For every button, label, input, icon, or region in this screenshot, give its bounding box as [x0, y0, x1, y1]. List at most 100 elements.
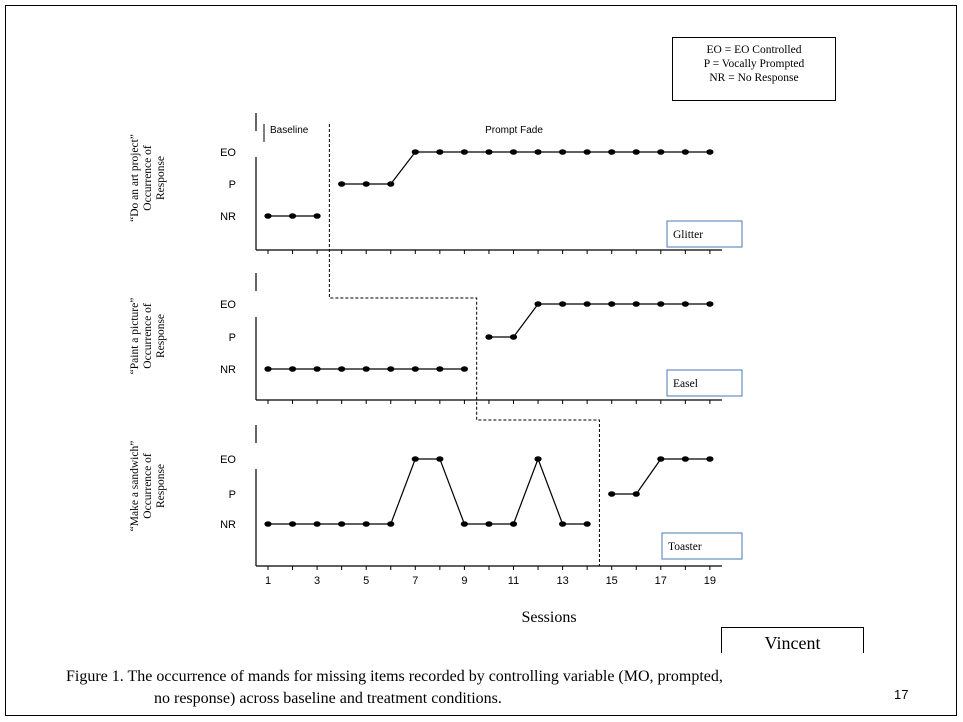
data-point	[460, 521, 468, 527]
legend-line-p: P = Vocally Prompted	[703, 58, 805, 70]
participant-label: Vincent	[721, 627, 864, 653]
caption-line-2: no response) across baseline and treatme…	[154, 690, 502, 707]
item-label: Glitter	[673, 229, 703, 241]
y-tick-label-eo: EO	[220, 299, 236, 311]
data-line-baseline	[268, 457, 588, 525]
data-point	[657, 301, 665, 307]
item-label-box	[666, 220, 743, 248]
y-tick-label-p: P	[229, 332, 236, 344]
y-axis-label-line: “Do an art project”	[129, 134, 141, 222]
y-axis-label-line: Response	[155, 464, 167, 508]
data-point	[362, 366, 370, 372]
page-number: 17	[894, 687, 909, 702]
data-point	[657, 149, 665, 155]
y-axis-label: “Paint a picture”Occurrence ofResponse	[129, 298, 167, 375]
data-point	[485, 521, 493, 527]
y-tick-label-eo: EO	[220, 454, 236, 466]
data-point	[264, 521, 272, 527]
data-point	[534, 456, 542, 462]
item-label-box	[661, 532, 743, 560]
data-line-prompt-fade	[341, 151, 710, 185]
phase-label-treatment: Prompt Fade	[485, 125, 543, 136]
data-point	[264, 366, 272, 372]
data-point	[436, 366, 444, 372]
x-tick-label: 7	[412, 575, 418, 587]
x-tick-label: 1	[265, 575, 271, 587]
y-tick-label-nr: NR	[220, 519, 236, 531]
legend: EO = EO Controlled P = Vocally Prompted …	[672, 37, 836, 101]
y-axis-label-line: Occurrence of	[142, 145, 154, 211]
y-axis-label-line: “Paint a picture”	[129, 298, 141, 375]
data-point	[583, 521, 591, 527]
data-point	[534, 301, 542, 307]
data-point	[338, 181, 346, 187]
data-point	[509, 149, 518, 155]
data-point	[411, 366, 419, 372]
data-point	[632, 491, 640, 497]
data-point	[288, 366, 297, 372]
y-axis-label: “Do an art project”Occurrence ofResponse	[129, 134, 167, 222]
y-tick-label-p: P	[229, 179, 236, 191]
x-tick-label: 13	[556, 575, 568, 587]
y-tick-label-eo: EO	[220, 147, 236, 159]
data-point	[559, 521, 567, 527]
data-point	[485, 149, 493, 155]
x-tick-label: 19	[704, 575, 716, 587]
data-point	[436, 456, 444, 462]
phase-label-baseline: Baseline	[270, 125, 309, 136]
figure-caption: Figure 1. The occurrence of mands for mi…	[66, 666, 906, 710]
x-tick-label: 17	[655, 575, 667, 587]
data-point	[657, 456, 665, 462]
y-axis-label-line: Response	[155, 156, 167, 200]
data-point	[460, 149, 468, 155]
data-point	[411, 149, 419, 155]
caption-line-1: Figure 1. The occurrence of mands for mi…	[66, 668, 723, 685]
y-tick-label-nr: NR	[220, 364, 236, 376]
item-label: Easel	[673, 378, 698, 390]
data-point	[313, 213, 321, 219]
legend-line-eo: EO = EO Controlled	[706, 44, 802, 56]
x-tick-label: 11	[508, 575, 519, 587]
data-point	[583, 301, 591, 307]
data-point	[706, 301, 714, 307]
y-axis-label-line: Response	[155, 314, 167, 358]
data-point	[362, 181, 370, 187]
y-axis-label-line: Occurrence of	[142, 303, 154, 369]
phase-change-line	[328, 124, 600, 566]
data-point	[411, 456, 419, 462]
item-label-box	[666, 369, 743, 397]
data-point	[387, 366, 395, 372]
data-point	[632, 149, 640, 155]
data-point	[534, 149, 542, 155]
x-tick-label: 5	[363, 575, 369, 587]
data-point	[387, 521, 395, 527]
data-point	[313, 521, 321, 527]
data-point	[288, 521, 297, 527]
data-point	[362, 521, 370, 527]
y-axis-label-line: Occurrence of	[142, 453, 154, 519]
y-axis-label: “Make a sandwich”Occurrence ofResponse	[129, 441, 167, 532]
data-point	[706, 456, 714, 462]
data-point	[485, 334, 493, 340]
slide-frame: EO P NR “Do an art project”Occurrence ofRes…	[5, 5, 957, 716]
x-tick-label: 3	[314, 575, 320, 587]
data-point	[706, 149, 714, 155]
data-point	[264, 213, 272, 219]
data-point	[313, 366, 321, 372]
data-point	[608, 491, 616, 497]
x-tick-label: 9	[461, 575, 467, 587]
data-point	[608, 301, 616, 307]
data-point	[608, 149, 616, 155]
y-axis-label-line: “Make a sandwich”	[129, 441, 141, 532]
data-point	[509, 521, 518, 527]
data-point	[559, 149, 567, 155]
x-axis-title: Sessions	[521, 609, 576, 626]
data-point	[338, 521, 346, 527]
y-tick-label-p: P	[229, 489, 236, 501]
data-point	[583, 149, 591, 155]
data-point	[288, 213, 297, 219]
data-point	[681, 149, 689, 155]
data-point	[460, 366, 468, 372]
data-point	[338, 366, 346, 372]
